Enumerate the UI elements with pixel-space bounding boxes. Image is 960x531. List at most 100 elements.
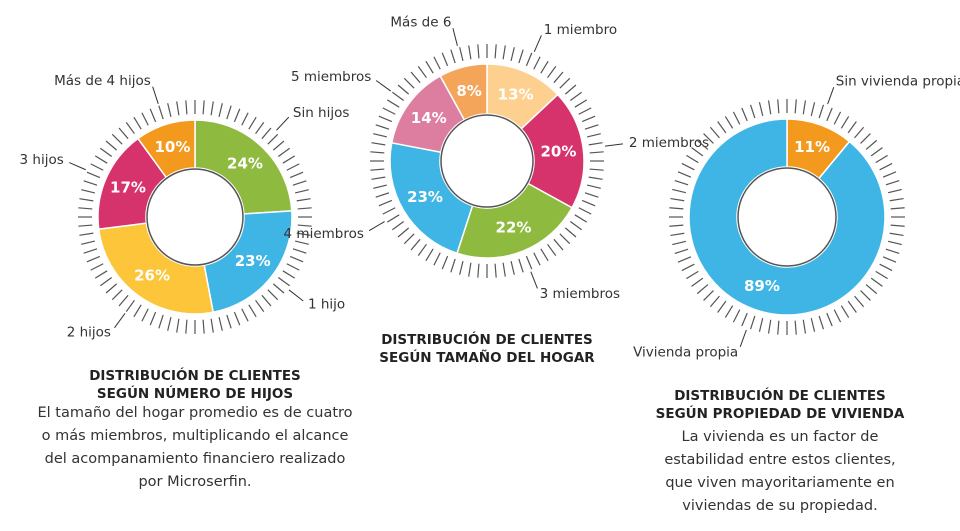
ring-tick	[83, 248, 98, 254]
ring-tick	[574, 99, 588, 108]
ring-tick	[295, 189, 309, 194]
ring-tick	[118, 127, 129, 140]
ring-tick	[272, 283, 285, 294]
ring-tick	[589, 151, 604, 154]
ring-tick	[397, 227, 410, 238]
ring-tick	[226, 314, 232, 329]
ring-tick	[133, 304, 142, 318]
pie-segment	[456, 182, 574, 259]
leader-line	[152, 86, 159, 104]
ring-tick	[840, 116, 850, 129]
value-label: 26%	[134, 267, 170, 285]
leader-line	[288, 289, 304, 302]
ring-tick	[272, 140, 285, 151]
donut-hole-border	[146, 168, 244, 266]
ring-tick	[670, 232, 685, 237]
chart-title: DISTRIBUCIÓN DE CLIENTES SEGÚN NÚMERO DE…	[89, 368, 301, 402]
ring-tick	[370, 151, 385, 154]
pie-segment	[97, 222, 215, 315]
ring-tick	[241, 112, 249, 126]
ring-tick	[584, 124, 599, 130]
ring-tick	[681, 263, 695, 272]
ring-tick	[378, 199, 393, 207]
ring-tick	[518, 258, 524, 273]
ring-tick	[749, 315, 756, 330]
ring-tick	[86, 255, 101, 263]
ring-tick	[569, 91, 583, 101]
ring-tick	[248, 304, 257, 318]
ring-tick	[403, 233, 415, 245]
ring-tick	[818, 104, 825, 119]
chart-title: DISTRIBUCIÓN DE CLIENTES SEGÚN TAMAÑO DE…	[379, 332, 595, 366]
ring-tick	[677, 256, 692, 263]
category-label: Vivienda propia	[633, 344, 738, 360]
category-label: Sin hijos	[293, 105, 350, 121]
ring-tick	[373, 133, 387, 138]
category-label: Más de 6	[390, 14, 451, 30]
ring-tick	[296, 232, 311, 236]
category-label: 4 miembros	[284, 226, 364, 242]
ring-tick	[255, 299, 265, 313]
ring-tick	[185, 100, 188, 115]
pie-segment	[389, 141, 474, 255]
donut-hole-border	[440, 114, 534, 208]
ring-tick	[286, 263, 300, 271]
ring-tick	[890, 207, 905, 210]
ring-tick	[261, 294, 272, 307]
ring-tick	[584, 192, 599, 198]
ring-tick	[233, 311, 241, 326]
leader-line	[533, 35, 542, 52]
ring-tick	[833, 309, 842, 323]
ring-tick	[286, 163, 300, 171]
ring-tick	[672, 188, 687, 194]
ring-tick	[459, 261, 464, 275]
ring-tick	[885, 179, 900, 186]
ring-tick	[854, 295, 865, 308]
ring-tick	[691, 147, 704, 157]
ring-tick	[86, 171, 101, 179]
leader-line	[114, 312, 126, 329]
ring-tick	[158, 314, 164, 329]
ring-tick	[371, 142, 386, 146]
ring-tick	[417, 243, 427, 257]
ring-tick	[371, 176, 386, 180]
ring-tick	[810, 317, 816, 332]
ring-tick	[297, 224, 312, 227]
ring-tick	[887, 240, 902, 246]
ring-tick	[732, 111, 741, 125]
ring-tick	[282, 155, 296, 164]
ring-tick	[677, 171, 692, 178]
ring-tick	[267, 133, 279, 145]
ring-tick	[709, 126, 720, 139]
ring-tick	[277, 147, 291, 157]
ring-tick	[370, 168, 385, 171]
ring-tick	[686, 270, 699, 280]
leader-line	[69, 162, 86, 171]
value-label: 24%	[227, 154, 263, 172]
ring-tick	[403, 77, 415, 89]
ring-tick	[410, 71, 421, 84]
ring-tick	[777, 320, 780, 335]
ring-tick	[125, 299, 135, 313]
ring-tick	[802, 319, 807, 334]
ring-tick	[889, 232, 904, 237]
ring-tick	[233, 108, 241, 123]
ring-tick	[502, 45, 506, 60]
pie-segment	[203, 210, 293, 314]
ring-tick	[564, 84, 577, 95]
ring-tick	[540, 248, 549, 262]
ring-tick	[833, 111, 842, 125]
ring-tick	[794, 320, 797, 335]
category-label: 3 hijos	[20, 152, 64, 168]
ring-tick	[802, 100, 807, 115]
category-label: 2 miembros	[629, 135, 709, 151]
ring-tick	[210, 101, 214, 116]
ring-tick	[724, 305, 734, 318]
ring-tick	[185, 319, 188, 334]
ring-tick	[703, 290, 714, 301]
ring-tick	[882, 256, 897, 263]
ring-tick	[574, 214, 588, 223]
leader-line	[276, 116, 290, 131]
ring-tick	[417, 65, 427, 79]
ring-tick	[818, 315, 825, 330]
